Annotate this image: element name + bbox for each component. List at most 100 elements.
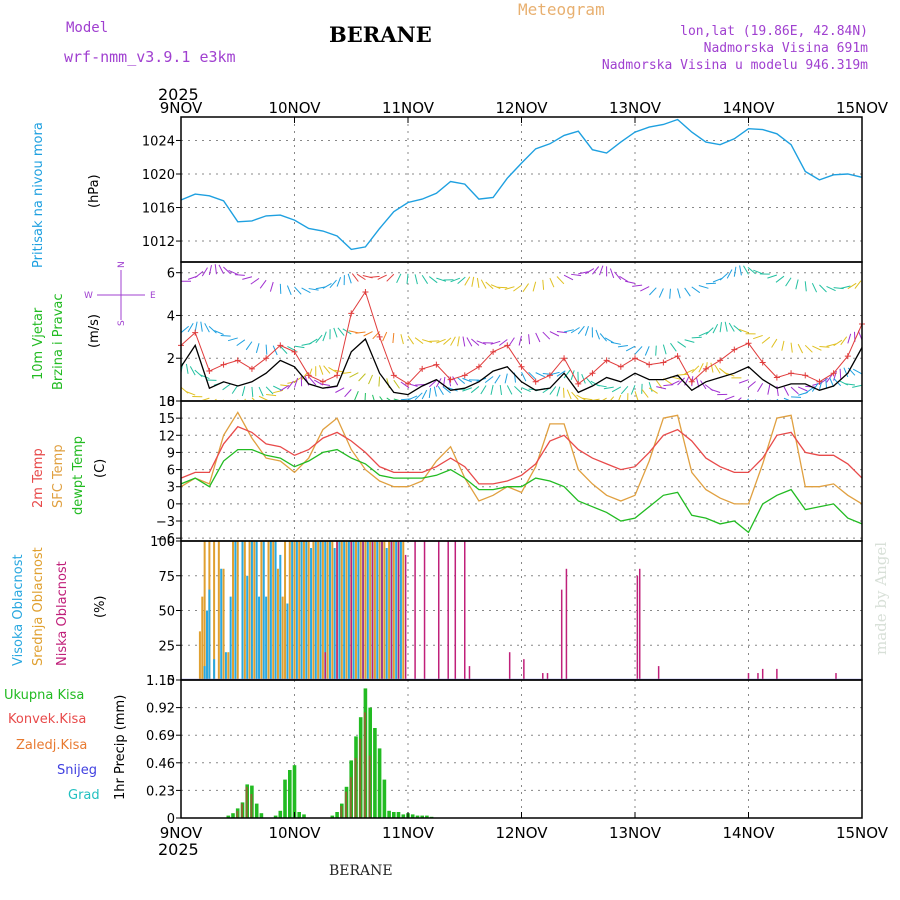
- precip-ylabel: 1hr Precip (mm): [113, 695, 128, 800]
- wind-arrow: [669, 288, 671, 299]
- wind-arrow: [392, 332, 395, 344]
- precip-strat-bar: [241, 803, 243, 818]
- wind-arrow: [655, 380, 663, 389]
- wind-arrow: [684, 287, 691, 297]
- wind-arrow: [379, 396, 383, 400]
- wind-arrow: [662, 344, 667, 355]
- wind-arrow: [514, 385, 523, 394]
- wind-arrow: [476, 340, 487, 345]
- wind-arrow: [480, 385, 487, 395]
- y-tick-label: 0.46: [146, 757, 175, 772]
- wind-arrow: [714, 364, 721, 374]
- wind-arrow: [582, 397, 593, 400]
- wind-gust-marker: [702, 365, 709, 372]
- wind-gust-marker: [263, 355, 270, 362]
- wind-arrow: [578, 271, 589, 275]
- temp-ylabel: (C): [93, 459, 108, 478]
- wind-arrow: [337, 327, 345, 336]
- wind-arrow: [804, 344, 813, 353]
- wind-arrow: [620, 385, 629, 395]
- wind-arrow: [847, 282, 857, 290]
- y-tick-label: 1012: [142, 235, 175, 250]
- wind-arrow: [490, 384, 494, 395]
- footer-station: BERANE: [329, 863, 393, 879]
- wind-arrow: [476, 277, 480, 288]
- wind-arrow: [614, 271, 622, 281]
- wind-arrow: [436, 277, 447, 282]
- wind-gust-marker: [546, 372, 553, 379]
- wind-arrow: [513, 284, 522, 292]
- legend-snijeg: Snijeg: [57, 763, 97, 778]
- wind-arrow: [333, 327, 338, 338]
- wind-arrow: [609, 268, 615, 279]
- wind-gust-marker: [192, 329, 199, 336]
- wind-arrow: [733, 325, 742, 333]
- wind-arrow: [535, 332, 541, 343]
- wind-arrow: [255, 343, 260, 354]
- wind-gust-marker: [816, 378, 823, 385]
- wind-arrow: [499, 384, 502, 395]
- wind-arrow: [308, 288, 319, 291]
- wind-arrow: [819, 284, 827, 293]
- wind-arrow: [407, 395, 418, 400]
- wind-gust-marker: [277, 342, 284, 349]
- precip-total-bar: [226, 815, 231, 818]
- year-bottom: 2025: [158, 840, 199, 859]
- wind-arrow: [753, 334, 763, 340]
- wind-arrow: [719, 273, 728, 281]
- y-tick-label: 50: [158, 605, 175, 620]
- wind-arrow: [677, 341, 687, 348]
- temp2m-line: [180, 425, 863, 485]
- wind-arrow: [738, 379, 749, 384]
- wind-arrow: [549, 277, 555, 288]
- sfc-temp-line: [180, 411, 863, 505]
- cloud-ylabel: (%): [93, 596, 108, 619]
- wind-arrow: [625, 280, 636, 284]
- wind-arrow: [585, 268, 595, 275]
- wind-arrow: [181, 325, 190, 334]
- wind-arrow: [308, 338, 318, 345]
- wind-arrow: [640, 286, 650, 292]
- wind-arrow: [698, 284, 709, 289]
- wind-arrow: [414, 337, 424, 345]
- wind-arrow: [797, 386, 808, 392]
- wind-arrow: [273, 389, 284, 394]
- dir-legend-e: E: [150, 291, 156, 301]
- wind-gust-marker: [589, 370, 596, 377]
- wind-arrow: [377, 274, 387, 280]
- wind-arrow: [214, 264, 217, 275]
- wind-arrow: [506, 385, 513, 395]
- pressure-ylabel: (hPa): [87, 174, 102, 208]
- wind-arrow: [739, 265, 742, 276]
- precip-strat-bar: [236, 810, 239, 818]
- wind-arrow: [421, 389, 428, 400]
- wind-arrow: [504, 286, 515, 290]
- wind-arrow: [563, 387, 565, 398]
- wind-arrow: [795, 279, 799, 290]
- y-tick-label: 9: [167, 446, 175, 461]
- wind-arrow: [364, 392, 366, 400]
- wind-title-line2: Brzina i Pravac: [51, 293, 66, 390]
- wind-arrow: [563, 274, 574, 281]
- wind-gust-marker: [518, 363, 525, 370]
- wind-arrow: [847, 333, 852, 344]
- wind-arrow: [776, 398, 779, 400]
- wind-arrow: [286, 285, 292, 295]
- wind-arrow: [656, 386, 667, 390]
- wind-arrow: [335, 387, 345, 393]
- wind-arrow: [691, 365, 700, 374]
- wind-arrow: [462, 377, 473, 383]
- wind-arrow: [220, 335, 231, 337]
- wind-arrow: [301, 287, 311, 294]
- wind-arrow: [272, 385, 283, 391]
- wind-arrow: [369, 275, 380, 278]
- precip-total-bar: [420, 815, 424, 818]
- wind-speed-line: [180, 337, 863, 396]
- wind-arrow: [617, 344, 628, 348]
- y-tick-label: 75: [158, 570, 175, 585]
- wind-arrow: [677, 373, 688, 376]
- wind-arrow: [400, 334, 404, 345]
- wind-gust-marker: [674, 353, 681, 360]
